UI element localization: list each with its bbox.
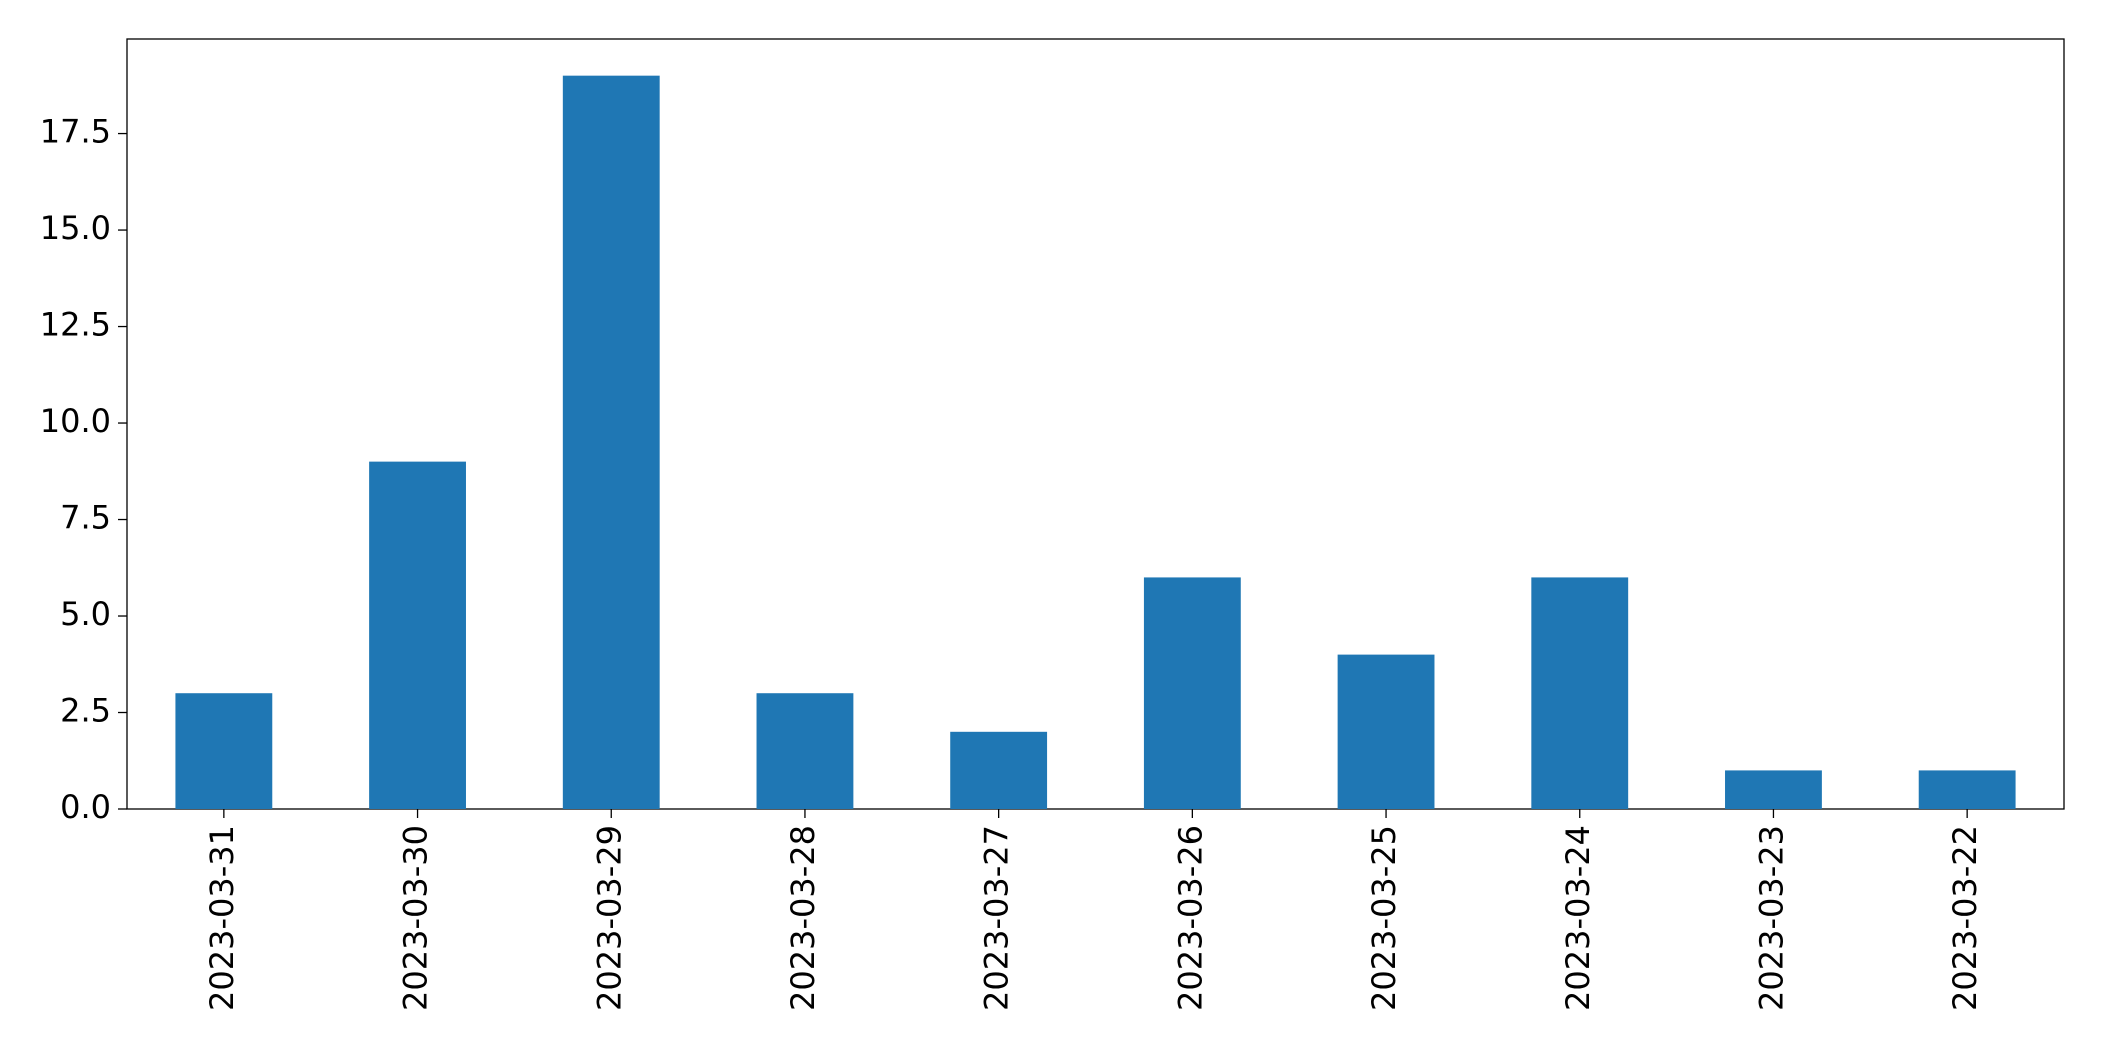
x-tick-label: 2023-03-27 (978, 825, 1016, 1011)
y-tick-label: 2.5 (60, 692, 111, 730)
bar (756, 693, 854, 809)
y-tick-label: 15.0 (40, 209, 111, 247)
x-tick-label: 2023-03-28 (784, 825, 822, 1011)
plot-frame (126, 38, 2065, 810)
y-tick-label: 0.0 (60, 788, 111, 826)
x-tick-label: 2023-03-30 (397, 825, 435, 1011)
x-tick-label: 2023-03-25 (1365, 825, 1403, 1011)
y-tick-label: 17.5 (40, 113, 111, 151)
bar (950, 731, 1048, 809)
x-tick-label: 2023-03-31 (203, 825, 241, 1011)
bar (562, 75, 660, 809)
x-tick-label: 2023-03-24 (1559, 825, 1597, 1011)
x-tick-label: 2023-03-26 (1171, 825, 1209, 1011)
x-tick-label: 2023-03-23 (1752, 825, 1790, 1011)
y-tick-label: 7.5 (60, 499, 111, 537)
bar (1337, 654, 1435, 809)
bar (1531, 577, 1629, 809)
x-tick-label: 2023-03-29 (590, 825, 628, 1011)
bar (369, 461, 466, 809)
bar (175, 693, 273, 809)
y-tick-label: 5.0 (60, 595, 111, 633)
bar (1918, 770, 2016, 809)
y-tick-label: 12.5 (40, 306, 111, 344)
bar (1143, 577, 1241, 809)
x-tick-label: 2023-03-22 (1946, 825, 1984, 1011)
bar (1725, 770, 1822, 809)
y-tick-label: 10.0 (40, 402, 111, 440)
